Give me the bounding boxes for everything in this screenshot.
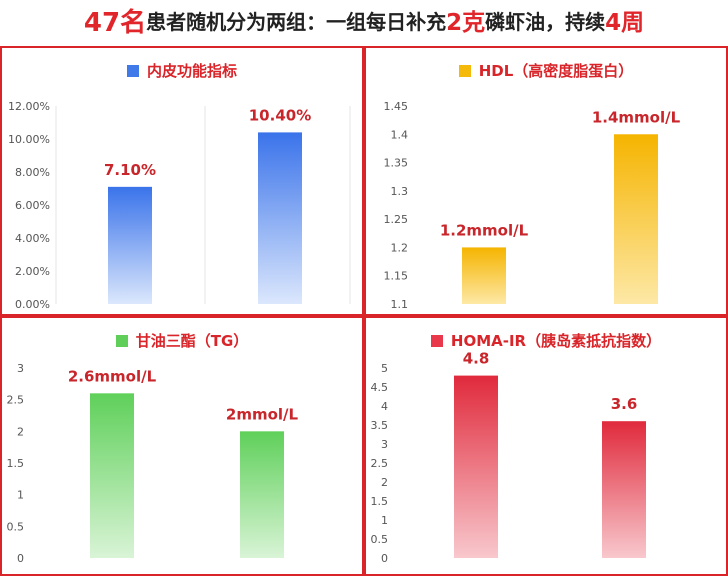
bar bbox=[454, 375, 498, 558]
y-tick-label: 1.2 bbox=[391, 241, 409, 254]
y-tick-label: 1.5 bbox=[371, 495, 389, 508]
chart-panel-tg: 甘油三酯（TG） 0 0.5 1 1.5 2 2.5 3 2.6mmol/L 2mmol/L bbox=[0, 316, 364, 576]
y-tick-label: 2 bbox=[17, 425, 24, 438]
data-label: 1.4mmol/L bbox=[592, 108, 681, 126]
data-label: 3.6 bbox=[611, 395, 638, 413]
data-label: 7.10% bbox=[104, 161, 156, 179]
headline-duration: 4周 bbox=[605, 10, 645, 36]
y-tick-label: 1 bbox=[381, 514, 388, 527]
legend-swatch bbox=[430, 334, 443, 347]
legend-swatch bbox=[115, 334, 128, 347]
data-label: 1.2mmol/L bbox=[440, 221, 529, 239]
data-label: 4.8 bbox=[463, 350, 490, 368]
y-tick-label: 5 bbox=[381, 362, 388, 375]
y-tick-label: 0 bbox=[17, 552, 24, 565]
y-tick-label: 1.1 bbox=[391, 298, 409, 311]
bar bbox=[108, 186, 152, 304]
y-tick-label: 1 bbox=[17, 489, 24, 502]
headline-dose: 2克 bbox=[446, 10, 486, 36]
headline: 47名 患者随机分为两组：一组每日补充 2克 磷虾油，持续 4周 bbox=[0, 0, 728, 40]
data-label: 2mmol/L bbox=[226, 405, 299, 423]
chart-panel-hdl: HDL（高密度脂蛋白） 1.1 1.15 1.2 1.25 1.3 1.35 1.4 1.45… bbox=[364, 46, 728, 316]
y-tick-label: 1.35 bbox=[384, 157, 409, 170]
y-tick-label: 2.00% bbox=[15, 265, 50, 278]
y-tick-label: 4.5 bbox=[371, 381, 389, 394]
y-tick-label: 3.5 bbox=[371, 419, 389, 432]
y-tick-label: 0 bbox=[381, 552, 388, 565]
chart-panel-homa-ir: HOMA-IR（胰岛素抵抗指数） 0 0.5 1 1.5 2 2.5 3 3.5 4 4.5 5 4.… bbox=[364, 316, 728, 576]
data-label: 2.6mmol/L bbox=[68, 367, 157, 385]
headline-text-2: 磷虾油，持续 bbox=[485, 9, 606, 34]
chart-title-text: HDL（高密度脂蛋白） bbox=[478, 62, 634, 80]
y-tick-label: 2 bbox=[381, 476, 388, 489]
legend-swatch bbox=[458, 64, 471, 77]
chart-svg: 0 0.5 1 1.5 2 2.5 3 2.6mmol/L 2mmol/L bbox=[7, 362, 299, 565]
chart-svg: 1.1 1.15 1.2 1.25 1.3 1.35 1.4 1.45 1.2mmol/L 1.4… bbox=[384, 100, 681, 311]
y-tick-label: 2.5 bbox=[7, 394, 25, 407]
data-label: 10.40% bbox=[249, 106, 311, 124]
chart-title-text: 甘油三酯（TG） bbox=[135, 332, 249, 350]
bar bbox=[240, 431, 284, 558]
y-tick-label: 0.00% bbox=[15, 298, 50, 311]
y-tick-label: 1.15 bbox=[384, 270, 409, 283]
y-tick-label: 8.00% bbox=[15, 166, 50, 179]
headline-count: 47名 bbox=[83, 7, 147, 38]
chart-panel-endothelial: 内皮功能指标 0.00% 2.00% 4.00% 6.00% 8.00% 10.00% 12… bbox=[0, 46, 364, 316]
y-tick-label: 2.5 bbox=[371, 457, 389, 470]
headline-text-1: 患者随机分为两组：一组每日补充 bbox=[146, 9, 447, 34]
chart-title: 内皮功能指标 bbox=[2, 60, 362, 81]
bar bbox=[602, 421, 646, 558]
y-tick-label: 6.00% bbox=[15, 199, 50, 212]
legend-swatch bbox=[126, 64, 139, 77]
bar bbox=[614, 134, 658, 304]
bar bbox=[90, 393, 134, 558]
y-tick-label: 0.5 bbox=[371, 533, 389, 546]
y-tick-label: 4 bbox=[381, 400, 388, 413]
y-tick-label: 1.3 bbox=[391, 185, 409, 198]
chart-title-text: 内皮功能指标 bbox=[146, 62, 237, 80]
chart-svg: 0.00% 2.00% 4.00% 6.00% 8.00% 10.00% 12.00% 7.1… bbox=[8, 100, 351, 311]
bar bbox=[258, 132, 302, 304]
y-tick-label: 0.5 bbox=[7, 520, 25, 533]
y-tick-label: 10.00% bbox=[8, 133, 50, 146]
y-tick-label: 3 bbox=[17, 362, 24, 375]
y-tick-label: 1.25 bbox=[384, 213, 409, 226]
chart-svg: 0 0.5 1 1.5 2 2.5 3 3.5 4 4.5 5 4.8 3.6 bbox=[371, 350, 646, 565]
y-tick-label: 4.00% bbox=[15, 232, 50, 245]
y-tick-label: 1.5 bbox=[7, 457, 25, 470]
y-tick-label: 12.00% bbox=[8, 100, 50, 113]
chart-title: 甘油三酯（TG） bbox=[2, 330, 362, 351]
chart-title: HDL（高密度脂蛋白） bbox=[366, 60, 726, 81]
chart-title: HOMA-IR（胰岛素抵抗指数） bbox=[366, 330, 726, 351]
bar bbox=[462, 247, 506, 304]
y-tick-label: 1.4 bbox=[391, 128, 409, 141]
chart-title-text: HOMA-IR（胰岛素抵抗指数） bbox=[450, 332, 662, 350]
y-tick-label: 3 bbox=[381, 438, 388, 451]
y-tick-label: 1.45 bbox=[384, 100, 409, 113]
